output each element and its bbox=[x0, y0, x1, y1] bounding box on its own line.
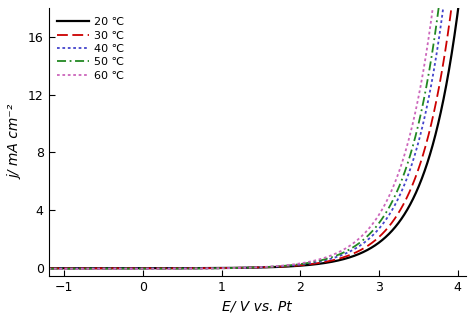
50 ℃ bbox=[248, 266, 254, 270]
40 ℃ bbox=[237, 266, 243, 270]
20 ℃ bbox=[451, 40, 456, 43]
60 ℃ bbox=[248, 266, 254, 270]
60 ℃ bbox=[237, 266, 243, 270]
20 ℃ bbox=[374, 242, 380, 246]
Y-axis label: j/ mA cm⁻²: j/ mA cm⁻² bbox=[9, 105, 22, 179]
Line: 30 ℃: 30 ℃ bbox=[48, 0, 465, 268]
20 ℃ bbox=[46, 266, 51, 270]
30 ℃ bbox=[67, 266, 73, 270]
Line: 20 ℃: 20 ℃ bbox=[48, 0, 465, 268]
Line: 50 ℃: 50 ℃ bbox=[48, 0, 465, 269]
30 ℃ bbox=[237, 266, 243, 270]
20 ℃ bbox=[450, 41, 456, 45]
X-axis label: E/ V vs. Pt: E/ V vs. Pt bbox=[222, 300, 292, 314]
50 ℃ bbox=[46, 267, 51, 270]
30 ℃ bbox=[46, 266, 51, 270]
20 ℃ bbox=[237, 266, 243, 270]
40 ℃ bbox=[67, 267, 73, 270]
60 ℃ bbox=[374, 216, 380, 220]
30 ℃ bbox=[374, 237, 380, 241]
Line: 40 ℃: 40 ℃ bbox=[48, 0, 465, 269]
40 ℃ bbox=[248, 266, 254, 270]
Legend: 20 ℃, 30 ℃, 40 ℃, 50 ℃, 60 ℃: 20 ℃, 30 ℃, 40 ℃, 50 ℃, 60 ℃ bbox=[54, 14, 128, 84]
40 ℃ bbox=[46, 267, 51, 270]
50 ℃ bbox=[237, 266, 243, 270]
20 ℃ bbox=[248, 266, 254, 270]
Line: 60 ℃: 60 ℃ bbox=[48, 0, 465, 269]
50 ℃ bbox=[374, 224, 380, 228]
60 ℃ bbox=[46, 267, 51, 271]
30 ℃ bbox=[248, 266, 254, 270]
60 ℃ bbox=[67, 267, 73, 271]
20 ℃ bbox=[67, 266, 73, 270]
50 ℃ bbox=[67, 267, 73, 270]
40 ℃ bbox=[374, 229, 380, 233]
